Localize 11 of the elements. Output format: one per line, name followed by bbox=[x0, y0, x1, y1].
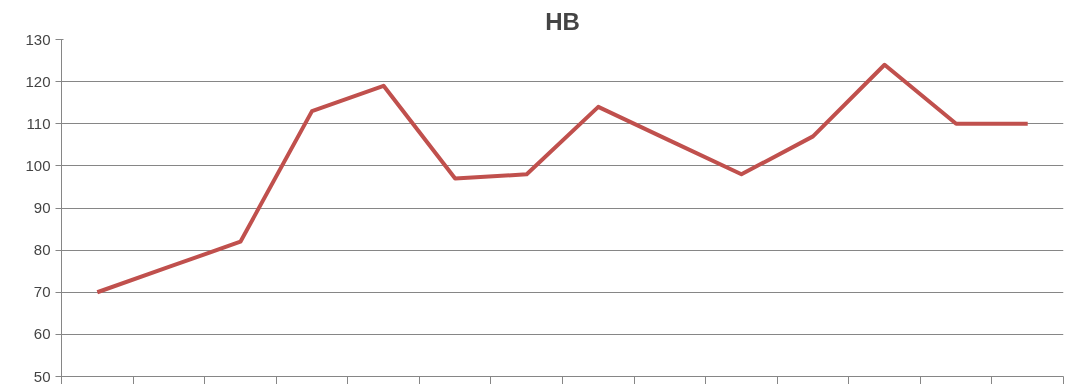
y-tick-label: 50 bbox=[33, 367, 51, 384]
y-tick-label: 100 bbox=[25, 156, 51, 174]
line-series bbox=[95, 62, 1030, 295]
y-tick-label: 130 bbox=[25, 30, 51, 48]
y-tick-label: 120 bbox=[25, 72, 51, 90]
chart-title: HB bbox=[545, 7, 580, 35]
y-tick-label: 110 bbox=[26, 114, 51, 132]
y-tick-label: 70 bbox=[33, 283, 51, 301]
y-tick-label: 80 bbox=[33, 241, 51, 259]
y-tick-label: 90 bbox=[33, 199, 51, 216]
y-tick-label: 60 bbox=[33, 325, 51, 343]
